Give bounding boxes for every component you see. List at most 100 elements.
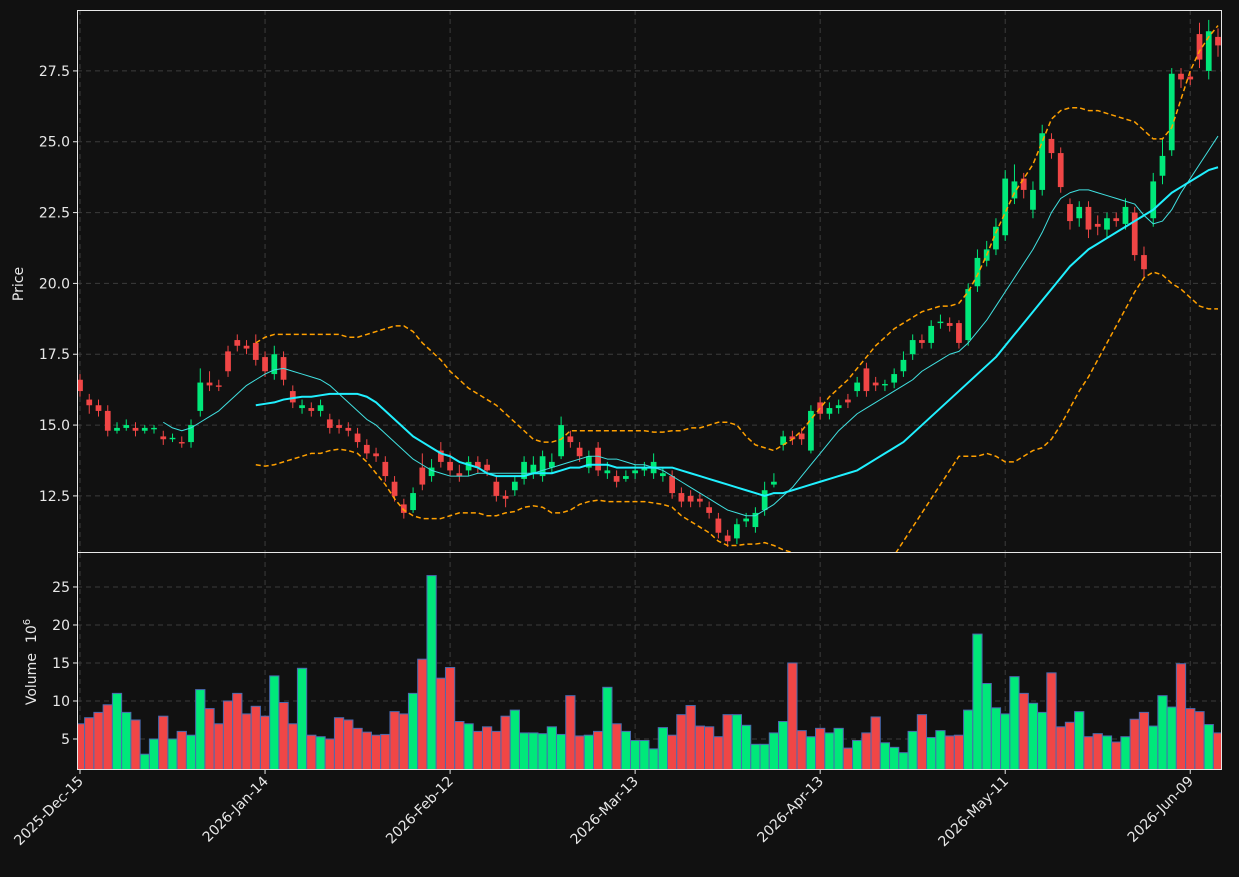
volume-bar [824,732,835,770]
volume-bar [130,719,141,770]
volume-bar [463,723,474,770]
candle-body [308,408,315,411]
volume-bar [1185,708,1196,770]
volume-bar [1148,725,1159,770]
volume-bar [907,730,918,770]
volume-bar [583,734,594,770]
candle-body [373,453,379,457]
volume-bar [852,740,863,770]
candle-body [104,410,111,431]
candle-body [271,354,278,375]
candle-body [382,461,389,477]
volume-bar [389,711,400,770]
volume-bar [639,740,650,770]
candle-body [946,323,953,326]
volume-bar [685,705,696,770]
candle-body [937,321,944,324]
candle-body [1048,138,1055,154]
volume-bar [1037,711,1048,770]
candle-body [1030,189,1036,210]
volume-bar [796,730,807,770]
y-tick-label: 25.0 [39,135,70,151]
candle-body [225,351,231,372]
volume-bar [417,658,428,770]
volume-bar [759,743,770,770]
candle-body [604,470,611,474]
volume-bar [694,725,706,770]
candle-body [419,467,426,485]
candle-body [734,524,740,539]
candle-body [317,405,324,411]
candles [77,19,1221,547]
candle-body [835,405,842,409]
volume-bar [287,723,298,770]
volume-bar [481,726,493,770]
candle-body [687,495,694,502]
volume-bar [426,575,437,770]
candle-body [114,427,120,431]
candle-body [447,461,453,471]
candle-body [456,473,463,477]
candle-body [1187,76,1194,80]
candle-body [826,408,833,414]
volume-bar [1027,702,1039,770]
candle-body [678,493,685,502]
volume-bar [768,732,780,770]
candle-body [919,340,925,343]
volume-bar [981,683,992,770]
candle-body [539,456,546,477]
volume-bar [1046,672,1057,770]
candle-body [771,481,777,485]
volume-bar [435,677,446,770]
candle-body [761,490,768,511]
volume-bar [500,715,511,770]
candle-body [780,436,787,445]
volume-bar [620,730,631,770]
volume-bar [787,662,798,770]
volume-bar [454,721,465,770]
candle-body [1205,31,1212,71]
volume-bar [1018,692,1029,770]
candle-body [891,374,898,383]
volume-bar [306,734,317,770]
volume-bar [93,711,104,770]
volume-bar [102,704,113,770]
volume-bar [158,715,169,770]
volume-axis-name: Volume [24,653,40,705]
volume-axis-unit: 10 [24,625,40,643]
candle-body [123,425,130,428]
volume-bar [750,743,761,770]
candle-body [1039,133,1046,190]
candle-body [817,402,824,414]
volume-panel-frame [77,552,1222,770]
candle-body [437,450,444,462]
volume-bar [565,695,576,770]
candle-body [798,433,805,440]
candle-body [752,512,759,528]
volume-bar [953,734,965,770]
volume-bar [935,730,946,770]
volume-bar [148,738,160,770]
volume-bar [1000,713,1011,770]
candle-body [206,382,213,386]
candle-body [511,481,518,491]
volume-bar [1175,663,1187,770]
volume-bar [509,709,520,770]
volume-bar [713,736,724,770]
volume-bar [518,732,530,770]
volume-bar [1194,711,1205,770]
volume-bar [139,753,150,770]
candle-body [530,464,537,474]
candle-body [428,467,435,477]
volume-bar [574,735,585,770]
candle-body [252,342,259,360]
volume-bar [546,726,557,770]
candle-body [1122,206,1129,224]
candle-body [391,481,398,496]
volume-bar [648,748,659,770]
volume-bar [398,713,409,770]
candle-body [289,391,296,403]
volume-bar [870,716,881,770]
candle-body [576,447,583,457]
volume-bar [629,740,641,770]
